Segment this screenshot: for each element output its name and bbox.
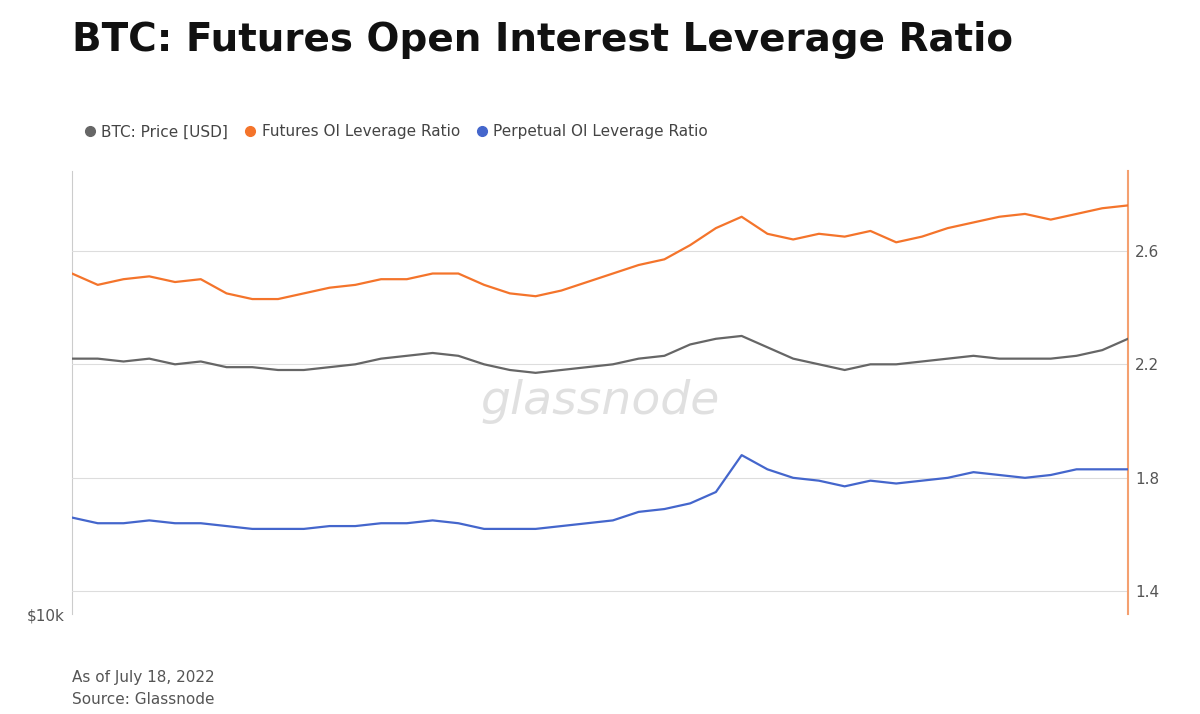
Text: glassnode: glassnode: [480, 379, 720, 424]
Text: BTC: Futures Open Interest Leverage Ratio: BTC: Futures Open Interest Leverage Rati…: [72, 21, 1013, 59]
Text: As of July 18, 2022
Source: Glassnode: As of July 18, 2022 Source: Glassnode: [72, 670, 215, 707]
Legend: BTC: Price [USD], Futures OI Leverage Ratio, Perpetual OI Leverage Ratio: BTC: Price [USD], Futures OI Leverage Ra…: [79, 119, 714, 146]
